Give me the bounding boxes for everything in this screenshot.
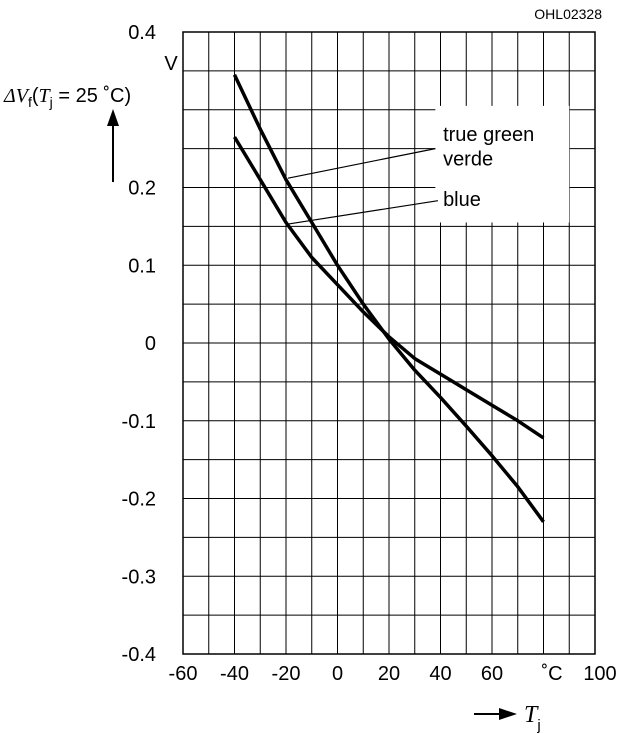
series-label-blue: blue bbox=[443, 189, 481, 211]
y-unit-label: V bbox=[164, 53, 178, 75]
blue-leader-line bbox=[287, 200, 439, 225]
series-line-blue bbox=[233, 136, 545, 440]
series-layer: true green verde blue bbox=[232, 74, 545, 523]
x-tick-label: 40 bbox=[429, 663, 451, 685]
y-axis-label-delta: Δ bbox=[3, 85, 16, 107]
y-axis-label-var: V bbox=[16, 85, 31, 107]
y-axis-label-open: ( bbox=[32, 85, 39, 107]
y-tick-label: 0.4 bbox=[128, 22, 156, 44]
series-label-verde: verde bbox=[443, 149, 493, 171]
y-tick-label: 0.2 bbox=[128, 178, 156, 200]
x-tick-label: 60 bbox=[481, 663, 503, 685]
series-label-box bbox=[435, 105, 570, 223]
x-tick-label: 100 bbox=[583, 663, 616, 685]
y-axis-label-t-sub: j bbox=[49, 94, 53, 110]
y-tick-label: 0.1 bbox=[128, 255, 156, 277]
y-axis-arrow bbox=[107, 109, 119, 182]
x-tick-label: -60 bbox=[169, 663, 198, 685]
x-axis-arrow bbox=[474, 708, 517, 720]
x-tick-label: 20 bbox=[378, 663, 400, 685]
tick-labels: 0.4 0.2 0.1 0 -0.1 -0.2 -0.3 -0.4 -60 -40 -20 0 20 40… bbox=[122, 22, 617, 685]
series-line-true-green bbox=[232, 74, 545, 523]
y-axis-label-var-sub: f bbox=[28, 94, 32, 110]
x-tick-label: -20 bbox=[272, 663, 301, 685]
figure-code: OHL02328 bbox=[534, 6, 602, 22]
label-box bbox=[435, 105, 570, 223]
y-tick-label: -0.2 bbox=[122, 489, 156, 511]
plot-frame bbox=[182, 31, 596, 655]
x-unit-label: ˚C bbox=[542, 663, 563, 685]
x-axis-label-sub: j bbox=[536, 717, 540, 734]
x-tick-label: -40 bbox=[220, 663, 249, 685]
true-green-leader-line bbox=[287, 148, 436, 179]
y-axis-label-rest: = 25 ˚C) bbox=[53, 85, 131, 107]
series-label-true-green: true green bbox=[443, 124, 534, 146]
y-tick-label: -0.4 bbox=[122, 644, 156, 666]
y-axis-label-t: T bbox=[39, 85, 52, 107]
x-axis-label-var: T bbox=[524, 702, 539, 728]
y-tick-label: -0.3 bbox=[122, 566, 156, 588]
x-axis-label: Tj bbox=[524, 702, 541, 734]
y-tick-label: -0.1 bbox=[122, 411, 156, 433]
y-axis-label: ΔVf(Tj = 25 ˚C) bbox=[3, 85, 131, 110]
x-tick-label: 0 bbox=[332, 663, 343, 685]
y-tick-label: 0 bbox=[145, 333, 156, 355]
